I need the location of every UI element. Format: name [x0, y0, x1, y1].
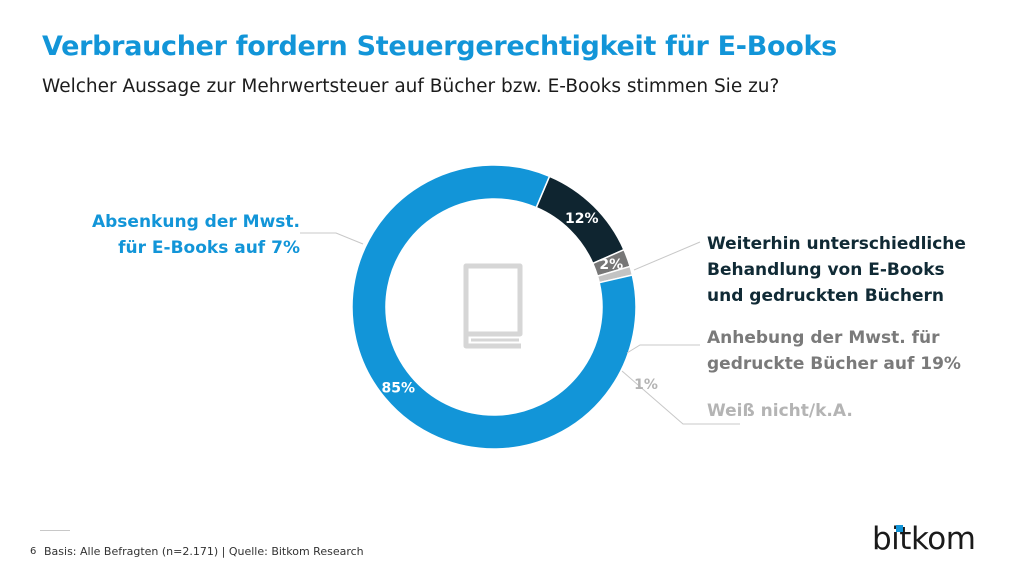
slice-label-line: gedruckte Bücher auf 19% [707, 354, 961, 374]
value-label-weiss-nicht: 1% [634, 377, 658, 393]
slice-label-line: Weiterhin unterschiedliche [707, 234, 966, 254]
footer-divider [40, 530, 70, 531]
slice-label-weiss-nicht: Weiß nicht/k.A. [707, 398, 853, 424]
bitkom-logo: bitkom [872, 521, 976, 557]
slice-label-absenkung: Absenkung der Mwst. für E-Books auf 7% [60, 209, 300, 261]
slice-label-line: Absenkung der Mwst. [91, 212, 300, 232]
slice-label-line: Weiß nicht/k.A. [707, 401, 853, 421]
slice-label-line: für E-Books auf 7% [118, 238, 300, 258]
value-label-anhebung: 2% [599, 257, 623, 273]
value-label-unterschiedlich: 12% [565, 211, 599, 227]
value-label-absenkung: 85% [381, 380, 415, 396]
slice-label-line: Behandlung von E-Books [707, 260, 945, 280]
slice-label-anhebung: Anhebung der Mwst. für gedruckte Bücher … [707, 325, 961, 377]
book-icon [463, 263, 523, 349]
leader-line-weiss-nicht [621, 370, 740, 425]
slice-label-line: Anhebung der Mwst. für [707, 328, 940, 348]
slice-label-unterschiedlich: Weiterhin unterschiedliche Behandlung vo… [707, 231, 966, 309]
footer-source: Basis: Alle Befragten (n=2.171) | Quelle… [44, 545, 364, 558]
leader-line-absenkung [300, 232, 364, 245]
page-number: 6 [30, 546, 37, 557]
page-title: Verbraucher fordern Steuergerechtigkeit … [42, 31, 837, 62]
slice-label-line: und gedruckten Büchern [707, 286, 944, 306]
slice-absenkung [351, 164, 637, 450]
leader-line-unterschiedlich [633, 241, 701, 271]
logo-dot [896, 525, 903, 532]
leader-line-anhebung [626, 344, 700, 354]
page-subtitle: Welcher Aussage zur Mehrwertsteuer auf B… [42, 76, 780, 97]
